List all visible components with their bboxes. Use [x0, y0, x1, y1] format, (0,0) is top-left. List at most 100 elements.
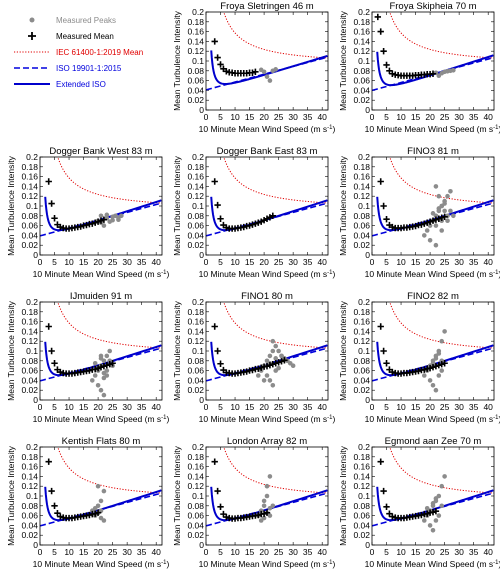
chart-panel-8: Kentish Flats 80 m00.020.040.060.080.10.…	[6, 436, 170, 569]
y-tick-label: 0.08	[187, 356, 204, 366]
mean-point	[211, 178, 218, 185]
x-tick-label: 40	[317, 547, 327, 557]
plot-frame	[205, 11, 329, 111]
chart-panel-5: IJmuiden 91 m00.020.040.060.080.10.120.1…	[6, 291, 170, 424]
x-tick-label: 20	[259, 547, 269, 557]
x-tick-label: 5	[384, 547, 389, 557]
x-tick-label: 40	[151, 402, 161, 412]
x-tick-label: 10	[396, 112, 406, 122]
y-tick-label: 0.08	[353, 501, 370, 511]
x-tick-label: 0	[204, 402, 209, 412]
x-tick-label: 25	[440, 402, 450, 412]
x-tick-label: 15	[411, 547, 421, 557]
y-tick-label: 0.1	[192, 201, 204, 211]
plot-frame	[205, 446, 329, 546]
x-tick-label: 25	[274, 257, 284, 267]
x-tick-label: 10	[230, 112, 240, 122]
y-tick-label: 0.06	[187, 221, 204, 231]
mean-point	[441, 360, 448, 367]
panel-title: FINO2 82 m	[407, 291, 459, 302]
peak-point	[273, 67, 279, 72]
x-axis-label: 10 Minute Mean Wind Speed (m s-1)	[199, 559, 336, 569]
iec-curve	[389, 302, 494, 349]
peak-point	[451, 68, 456, 73]
iec-curve	[223, 302, 328, 349]
y-axis-label: Mean Turbulence Intensity	[6, 155, 16, 255]
peak-point	[439, 503, 445, 509]
peak-point	[110, 217, 115, 223]
y-tick-label: 0.06	[187, 511, 204, 521]
y-tick-label: 0.18	[187, 307, 204, 317]
panel-title: Dogger Bank East 83 m	[217, 146, 318, 157]
chart-panel-2: Dogger Bank West 83 m00.020.040.060.080.…	[6, 146, 170, 279]
mean-point	[380, 48, 387, 55]
x-tick-label: 35	[303, 257, 313, 267]
peak-point	[442, 201, 447, 206]
peak-point	[267, 353, 273, 359]
peak-point	[427, 523, 433, 528]
x-tick-label: 10	[230, 402, 240, 412]
peak-point	[276, 348, 281, 354]
y-tick-label: 0.12	[187, 46, 204, 56]
x-tick-label: 5	[218, 547, 223, 557]
x-tick-label: 15	[245, 402, 255, 412]
mean-point	[217, 61, 224, 68]
peak-point	[448, 189, 453, 194]
y-tick-label: 0.06	[187, 366, 204, 376]
peak-point	[439, 358, 445, 364]
mean-point	[48, 200, 55, 207]
x-tick-label: 30	[288, 547, 298, 557]
y-tick-label: 0	[365, 540, 370, 550]
peak-point	[95, 503, 101, 509]
y-tick-label: 0.1	[26, 491, 38, 501]
peak-point	[98, 387, 104, 393]
x-tick-label: 5	[52, 402, 57, 412]
peak-point	[427, 223, 433, 228]
y-tick-label: 0.04	[187, 85, 204, 95]
mean-point	[269, 212, 277, 219]
peak-point	[267, 78, 273, 83]
y-tick-label: 0.16	[353, 317, 370, 327]
y-tick-label: 0.14	[353, 326, 370, 336]
y-tick-label: 0.12	[187, 336, 204, 346]
y-axis-label: Mean Turbulence Intensity	[338, 300, 348, 400]
y-tick-label: 0.12	[353, 191, 370, 201]
y-tick-label: 0.12	[353, 336, 370, 346]
mean-point	[281, 357, 288, 364]
chart-panel-7: FINO2 82 m00.020.040.060.080.10.120.140.…	[338, 291, 500, 424]
peak-point	[101, 392, 107, 398]
x-tick-label: 35	[469, 547, 479, 557]
x-tick-label: 5	[384, 402, 389, 412]
y-tick-label: 0.08	[187, 501, 204, 511]
y-tick-label: 0.12	[187, 481, 204, 491]
y-tick-label: 0.08	[353, 66, 370, 76]
peak-point	[270, 338, 276, 344]
plot-frame	[205, 301, 329, 401]
x-tick-label: 30	[122, 547, 132, 557]
x-axis-label: 10 Minute Mean Wind Speed (m s-1)	[33, 269, 170, 279]
x-axis-label: 10 Minute Mean Wind Speed (m s-1)	[365, 559, 500, 569]
legend: Measured Peaks Measured Mean IEC 61400-1:2…	[14, 16, 143, 89]
y-tick-label: 0.04	[21, 520, 38, 530]
y-tick-label: 0.14	[353, 36, 370, 46]
mean-point	[217, 360, 224, 367]
x-tick-label: 25	[108, 547, 118, 557]
mean-point	[211, 458, 218, 465]
peak-point	[98, 508, 104, 513]
peak-point	[104, 368, 110, 373]
peak-point	[116, 217, 121, 223]
y-tick-label: 0.02	[353, 530, 370, 540]
mean-point	[263, 509, 271, 516]
x-tick-label: 30	[454, 547, 464, 557]
y-tick-label: 0.02	[187, 530, 204, 540]
x-tick-label: 20	[425, 402, 435, 412]
peak-point	[261, 515, 267, 521]
y-tick-label: 0.16	[21, 462, 38, 472]
peak-point	[424, 505, 430, 511]
y-axis-label: Mean Turbulence Intensity	[338, 445, 348, 545]
mean-point	[54, 509, 61, 517]
y-tick-label: 0	[199, 395, 204, 405]
extended-iso-curve	[210, 50, 328, 85]
peak-point	[439, 338, 445, 344]
peak-point	[279, 353, 284, 359]
